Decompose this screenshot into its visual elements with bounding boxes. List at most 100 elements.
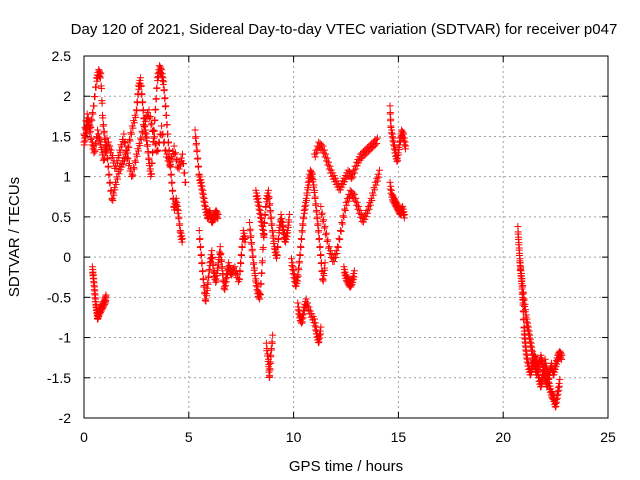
data-point — [320, 224, 328, 232]
data-point — [145, 154, 153, 162]
data-point — [171, 150, 179, 158]
data-point — [258, 269, 266, 277]
data-point — [168, 178, 176, 186]
data-point — [518, 275, 526, 283]
data-point — [108, 195, 116, 203]
data-point — [387, 186, 395, 194]
data-point — [362, 213, 370, 221]
data-point — [344, 197, 352, 205]
x-tick-labels: 0 5 10 15 20 25 — [80, 429, 616, 445]
data-point — [285, 210, 293, 218]
data-point — [322, 150, 330, 158]
data-point — [323, 237, 331, 245]
data-point — [85, 122, 93, 130]
data-point — [118, 143, 126, 151]
data-point — [325, 243, 333, 251]
data-point — [538, 378, 546, 386]
data-point — [143, 134, 151, 142]
data-point — [84, 114, 92, 122]
data-point — [302, 295, 310, 303]
data-point — [268, 346, 276, 354]
data-point — [86, 127, 94, 135]
y-tick-label: -1.5 — [47, 370, 71, 386]
data-point — [401, 138, 409, 146]
data-point — [400, 130, 408, 138]
data-point — [246, 225, 254, 233]
data-point — [300, 209, 308, 217]
data-point — [192, 133, 200, 141]
data-point — [100, 154, 108, 162]
data-point — [372, 181, 380, 189]
data-point — [123, 155, 131, 163]
data-point — [389, 134, 397, 142]
data-point — [522, 311, 530, 319]
x-tick-label: 5 — [185, 429, 193, 445]
data-point — [172, 149, 180, 157]
data-point — [275, 235, 283, 243]
data-point — [82, 133, 90, 141]
data-point — [103, 134, 111, 142]
data-point — [216, 250, 224, 258]
data-point — [302, 201, 310, 209]
data-point — [176, 220, 184, 228]
data-point — [556, 375, 564, 383]
data-point — [313, 206, 321, 214]
data-point — [528, 343, 536, 351]
data-point — [274, 243, 282, 251]
data-point — [236, 268, 244, 276]
data-point — [321, 223, 329, 231]
data-point — [313, 213, 321, 221]
data-point — [137, 134, 145, 142]
data-point — [85, 121, 93, 129]
data-point — [160, 86, 168, 94]
data-point — [137, 82, 145, 90]
data-point — [216, 243, 224, 251]
data-point — [246, 219, 254, 227]
data-point — [352, 165, 360, 173]
data-point — [315, 227, 323, 235]
data-point — [203, 292, 211, 300]
data-point — [201, 198, 209, 206]
data-point — [251, 269, 259, 277]
data-point — [148, 127, 156, 135]
data-point — [316, 330, 324, 338]
data-point — [262, 339, 270, 347]
data-point — [153, 146, 161, 154]
data-point — [147, 170, 155, 178]
y-tick-label: 2 — [63, 88, 71, 104]
data-point — [298, 318, 306, 326]
data-point — [299, 221, 307, 229]
data-point — [316, 243, 324, 251]
data-point — [260, 231, 268, 239]
data-point — [273, 252, 281, 260]
data-point — [112, 180, 120, 188]
y-tick-labels: -2 -1.5 -1 -0.5 0 0.5 1 1.5 2 2.5 — [47, 48, 71, 426]
data-point — [373, 140, 381, 148]
data-point — [161, 94, 169, 102]
data-point — [266, 373, 274, 381]
data-point — [235, 276, 243, 284]
data-point — [523, 315, 531, 323]
data-point — [321, 266, 329, 274]
data-point — [322, 231, 330, 239]
data-point — [253, 279, 261, 287]
data-point — [175, 165, 183, 173]
data-point — [256, 206, 264, 214]
data-point — [97, 138, 105, 146]
data-point — [159, 74, 167, 82]
data-point — [269, 232, 277, 240]
data-point — [319, 142, 327, 150]
data-point — [104, 138, 112, 146]
data-point — [402, 142, 410, 150]
data-point — [167, 170, 175, 178]
data-point — [114, 175, 122, 183]
data-point — [265, 193, 273, 201]
data-point — [267, 206, 275, 214]
data-point — [114, 159, 122, 167]
data-point — [146, 114, 154, 122]
data-point — [317, 202, 325, 210]
data-point — [163, 150, 171, 158]
data-point — [526, 331, 534, 339]
data-point — [315, 235, 323, 243]
